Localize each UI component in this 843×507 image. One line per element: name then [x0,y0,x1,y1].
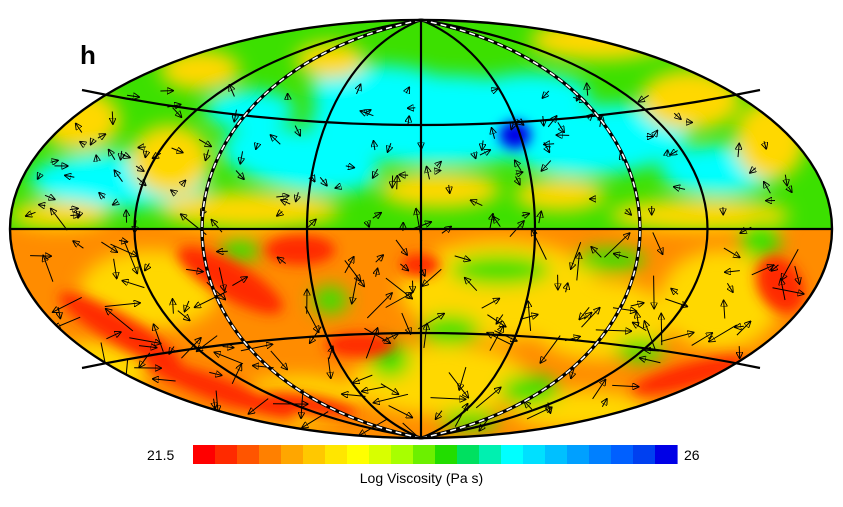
colorbar-swatch [479,445,502,464]
velocity-arrow [686,122,692,123]
north-patch [160,50,240,90]
colorbar-swatch [655,445,678,464]
high-viscosity-patch [265,235,335,265]
velocity-arrow [661,314,662,345]
colorbar-max-label: 26 [684,447,700,463]
colorbar-swatch [589,445,612,464]
colorbar-swatch [435,445,458,464]
colorbar-swatch [501,445,524,464]
velocity-arrow [654,276,655,309]
velocity-arrow [397,176,398,190]
colorbar-swatch [281,445,304,464]
velocity-arrow [435,171,440,172]
colorbar-swatch [391,445,414,464]
north-patch [515,179,605,211]
velocity-arrow [739,346,740,358]
colorbar-swatch [413,445,436,464]
velocity-arrow [30,256,51,257]
colorbar-swatch [633,445,656,464]
north-patch [470,73,590,117]
colorbar-swatch [369,445,392,464]
velocity-arrow [400,175,409,176]
colorbar-swatch [611,445,634,464]
colorbar-swatch [325,445,348,464]
colorbar [193,445,678,464]
north-patch [380,172,500,208]
colorbar-swatch [237,445,260,464]
colorbar-swatch [259,445,282,464]
south-patch [440,410,500,430]
colorbar-min-label: 21.5 [147,447,174,463]
south-patch [450,255,550,285]
colorbar-swatch [215,445,238,464]
colorbar-swatch [347,445,370,464]
south-patch [420,315,480,345]
panel-label: h [80,40,96,71]
low-viscosity-patch [499,121,531,149]
velocity-arrow [70,215,79,216]
colorbar-title: Log Viscosity (Pa s) [0,470,843,486]
velocity-arrow [408,108,416,109]
colorbar-swatch [567,445,590,464]
velocity-arrow [112,112,113,124]
colorbar-swatch [523,445,546,464]
colorbar-swatch [193,445,216,464]
velocity-arrow [126,210,127,222]
colorbar-swatch [457,445,480,464]
south-patch [740,220,780,260]
north-patch [10,201,110,229]
colorbar-swatch [303,445,326,464]
velocity-arrow [667,150,668,156]
colorbar-swatch [545,445,568,464]
south-patch [500,375,560,405]
north-patch [40,90,120,150]
north-patch [640,70,740,130]
velocity-arrow [138,147,146,148]
